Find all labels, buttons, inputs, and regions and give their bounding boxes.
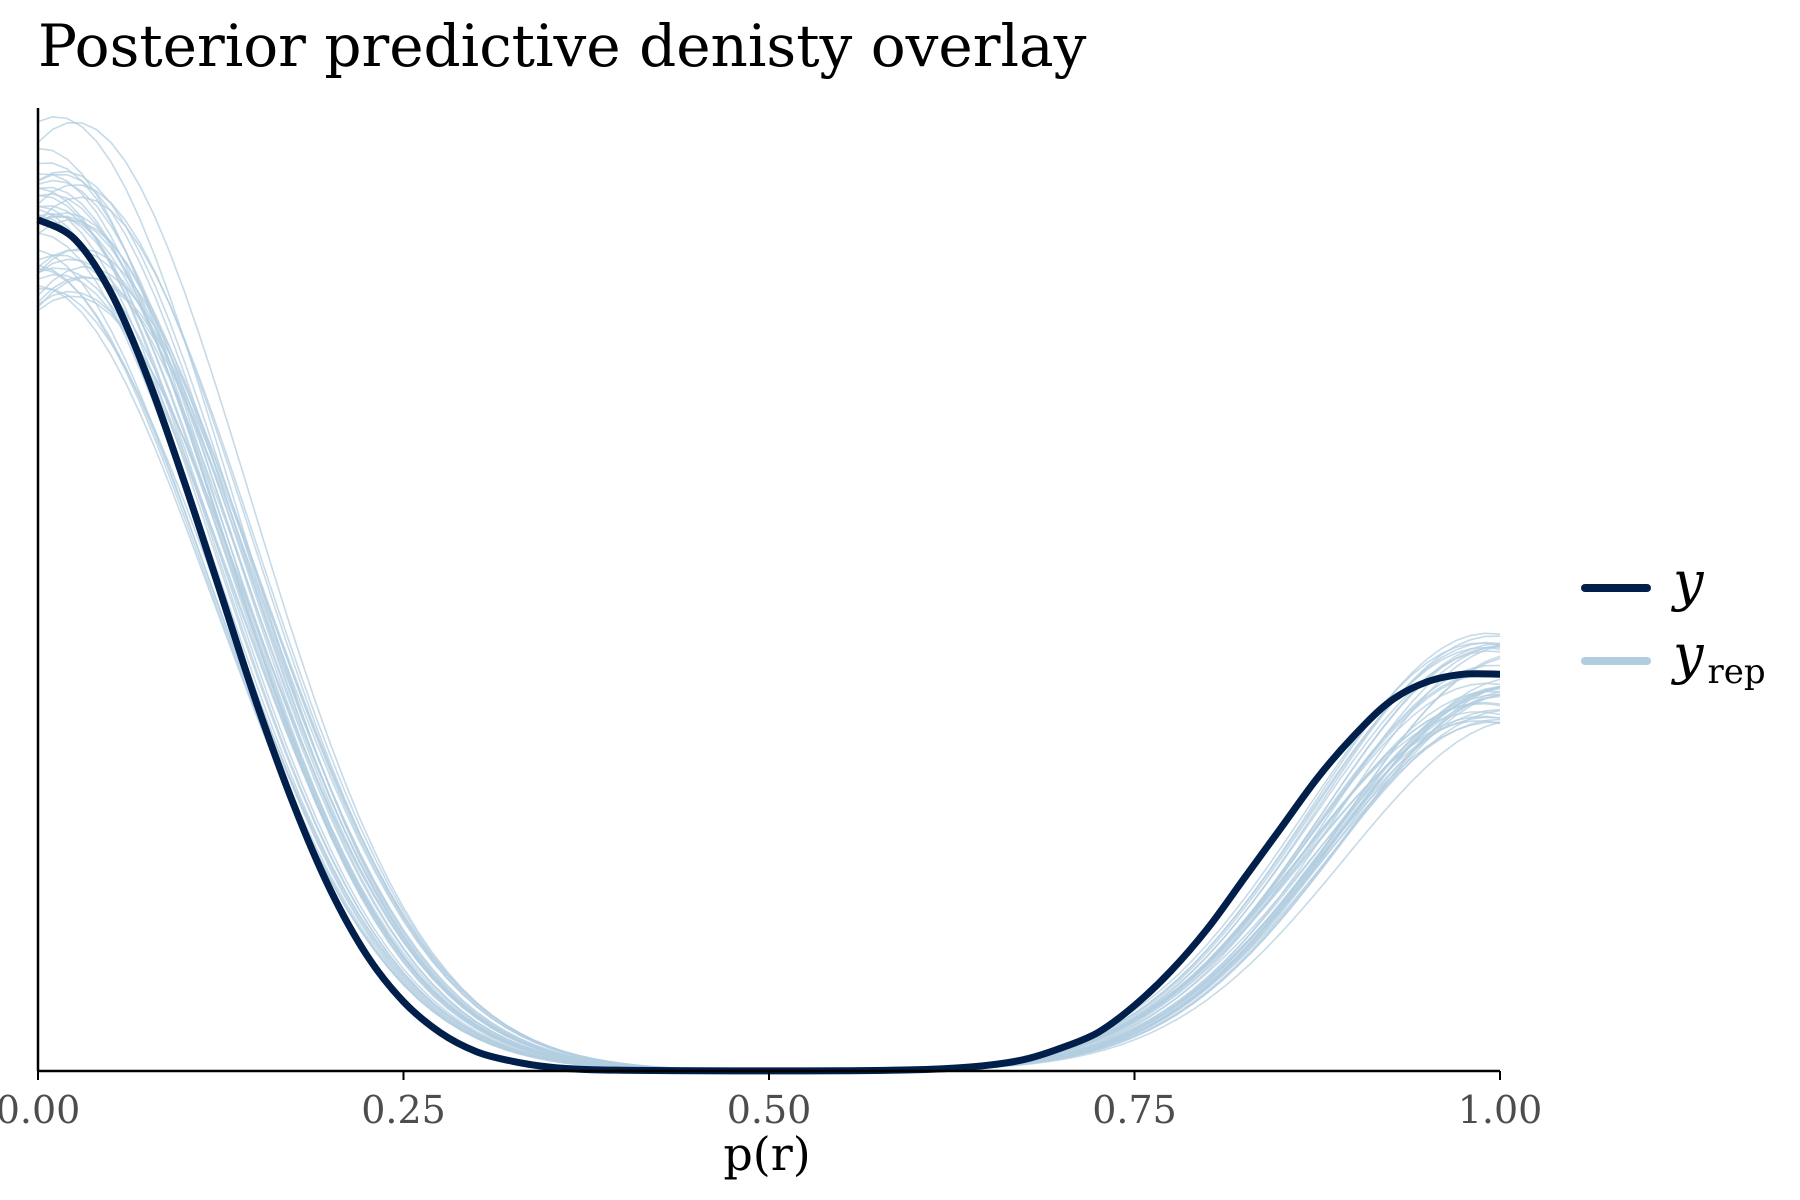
x-axis-label: p(r) bbox=[723, 1127, 810, 1181]
yrep-line bbox=[37, 170, 1501, 1072]
legend-label: y rep bbox=[1671, 623, 1766, 692]
yrep-line bbox=[37, 295, 1501, 1072]
x-tick-label: 1.00 bbox=[1458, 1088, 1543, 1132]
yrep-line bbox=[37, 194, 1501, 1072]
yrep-line bbox=[37, 173, 1501, 1072]
yrep-line bbox=[37, 264, 1501, 1072]
legend: y y rep bbox=[1581, 550, 1766, 692]
yrep-line bbox=[37, 267, 1501, 1072]
legend-label: y bbox=[1671, 550, 1705, 613]
yrep-line bbox=[37, 173, 1501, 1072]
chart-title: Posterior predictive denisty overlay bbox=[38, 12, 1087, 80]
yrep-line bbox=[37, 249, 1501, 1072]
yrep-line bbox=[37, 290, 1501, 1072]
x-tick-label: 0.00 bbox=[0, 1088, 80, 1132]
x-tick-label: 0.75 bbox=[1092, 1088, 1177, 1132]
yrep-line bbox=[37, 287, 1501, 1072]
yrep-line bbox=[37, 247, 1501, 1072]
yrep-line bbox=[37, 212, 1501, 1072]
yrep-line bbox=[37, 265, 1501, 1072]
x-tick-label: 0.50 bbox=[727, 1088, 812, 1132]
x-tick-label: 0.25 bbox=[361, 1088, 446, 1132]
yrep-line bbox=[37, 267, 1501, 1072]
x-ticks: 0.00 0.25 0.50 0.75 1.00 bbox=[0, 1071, 1542, 1132]
yrep-line bbox=[37, 249, 1501, 1072]
replicate-density-lines bbox=[37, 115, 1501, 1072]
